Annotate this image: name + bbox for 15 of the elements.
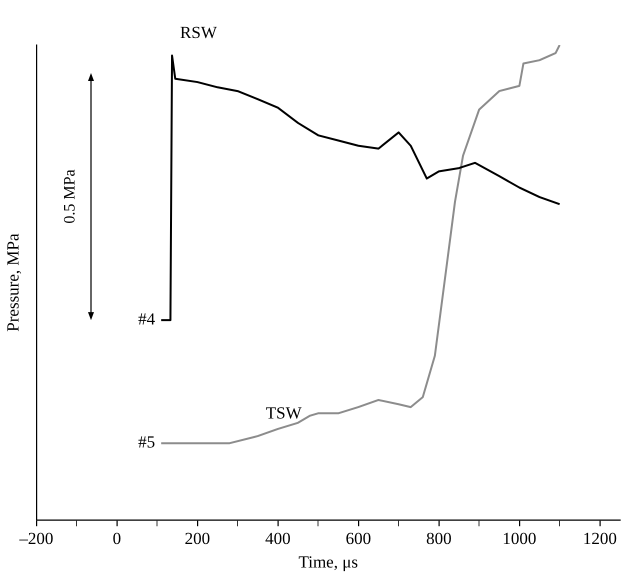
x-tick-label: –200 xyxy=(18,528,54,548)
y-axis-title: Pressure, MPa xyxy=(4,233,23,332)
annotation: 0.5 MPa xyxy=(61,169,80,224)
text: RSW xyxy=(180,22,218,42)
x-tick-label: 600 xyxy=(346,528,372,548)
annotation: TSW xyxy=(266,404,303,423)
x-tick-label: 0 xyxy=(112,528,122,548)
x-tick-label: 1000 xyxy=(502,528,536,548)
x-tick-label: 800 xyxy=(426,528,452,548)
series-label: #4 xyxy=(138,310,156,329)
series-label: #5 xyxy=(138,432,156,452)
x-tick-label: 1200 xyxy=(582,528,617,548)
x-axis-title: Time, μs xyxy=(298,552,358,572)
x-tick-label: 400 xyxy=(265,528,291,548)
x-tick-label: 200 xyxy=(184,528,210,548)
